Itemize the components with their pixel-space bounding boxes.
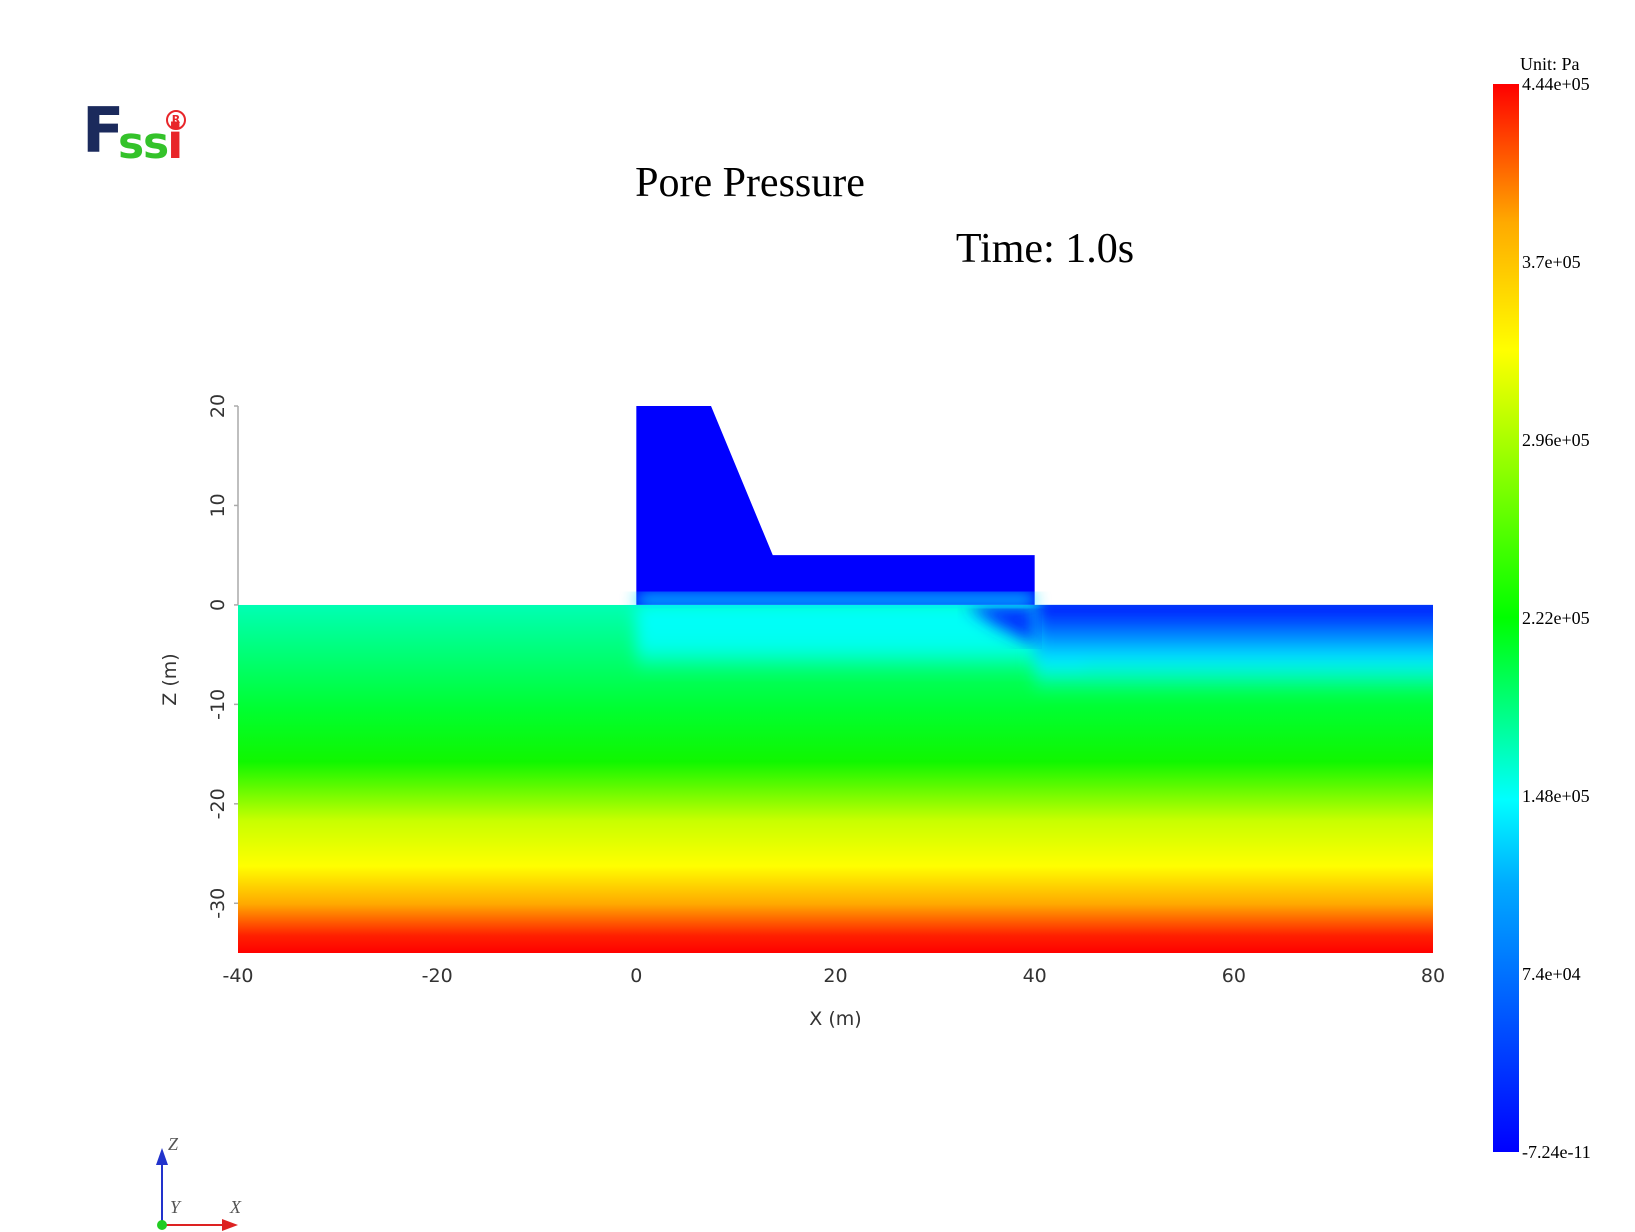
colorbar-tick-label: 1.48e+05: [1522, 786, 1590, 806]
logo-letter-i: i: [167, 114, 184, 170]
dam-structure: [636, 406, 1035, 605]
x-axis-label: X (m): [809, 1008, 861, 1030]
triad-z-label: Z: [168, 1134, 179, 1154]
x-tick-label: 0: [630, 965, 642, 987]
logo-letter-s1: s: [118, 118, 145, 169]
logo-letter-f: F: [82, 94, 125, 167]
y-axis-label: Z (m): [159, 653, 181, 705]
y-tick-label: 0: [207, 599, 229, 611]
registered-mark-icon: R: [166, 110, 186, 130]
colorbar: Unit: Pa 4.44e+05 3.7e+05 2.96e+05 2.22e+05…: [1493, 54, 1591, 1162]
triad-y-label: Y: [170, 1197, 182, 1217]
orientation-triad: Z Y X: [156, 1134, 242, 1231]
triad-z-arrow-icon: [156, 1148, 168, 1165]
structure-domain: [636, 406, 1035, 607]
transition-zone: [964, 604, 1035, 645]
colorbar-tick-label: 4.44e+05: [1522, 74, 1590, 94]
y-tick-label: 20: [207, 394, 229, 418]
colorbar-tick-label: -7.24e-11: [1522, 1142, 1591, 1162]
time-label: Time: 1.0s: [956, 226, 1134, 272]
chart-title: Pore Pressure: [635, 160, 865, 206]
x-tick-label: 80: [1421, 965, 1445, 987]
logo-letter-s2: s: [143, 118, 170, 169]
fssi-logo: F s s i R: [82, 96, 192, 186]
colorbar-tick-label: 3.7e+05: [1522, 252, 1581, 272]
colorbar-tick-label: 2.22e+05: [1522, 608, 1590, 628]
x-tick-label: -40: [222, 965, 253, 987]
y-tick-label: -10: [207, 689, 229, 720]
axes: -40 -20 0 20 40 60 80 X (m) -30 -20 -10 0 10 20 Z (m): [159, 394, 1445, 1030]
triad-y-dot-icon: [157, 1220, 167, 1230]
downstream-low-pressure-zone: [1034, 604, 1433, 695]
y-tick-label: -30: [207, 888, 229, 919]
colorbar-tick-label: 7.4e+04: [1522, 964, 1581, 984]
y-tick-label: 10: [207, 493, 229, 517]
soil-domain: [238, 604, 1433, 953]
dam-base-seepage: [636, 592, 1035, 607]
triad-x-label: X: [229, 1197, 242, 1217]
triad-x-arrow-icon: [222, 1219, 238, 1231]
colorbar-tick-label: 2.96e+05: [1522, 430, 1590, 450]
colorbar-gradient: [1493, 84, 1519, 1152]
x-tick-label: 60: [1222, 965, 1246, 987]
x-tick-label: 20: [823, 965, 847, 987]
y-tick-label: -20: [207, 788, 229, 819]
x-tick-label: -20: [422, 965, 453, 987]
plot-area: -40 -20 0 20 40 60 80 X (m) -30 -20 -10 0 10 20 Z (m): [159, 394, 1445, 1030]
colorbar-unit-label: Unit: Pa: [1520, 54, 1580, 74]
x-tick-label: 40: [1023, 965, 1047, 987]
